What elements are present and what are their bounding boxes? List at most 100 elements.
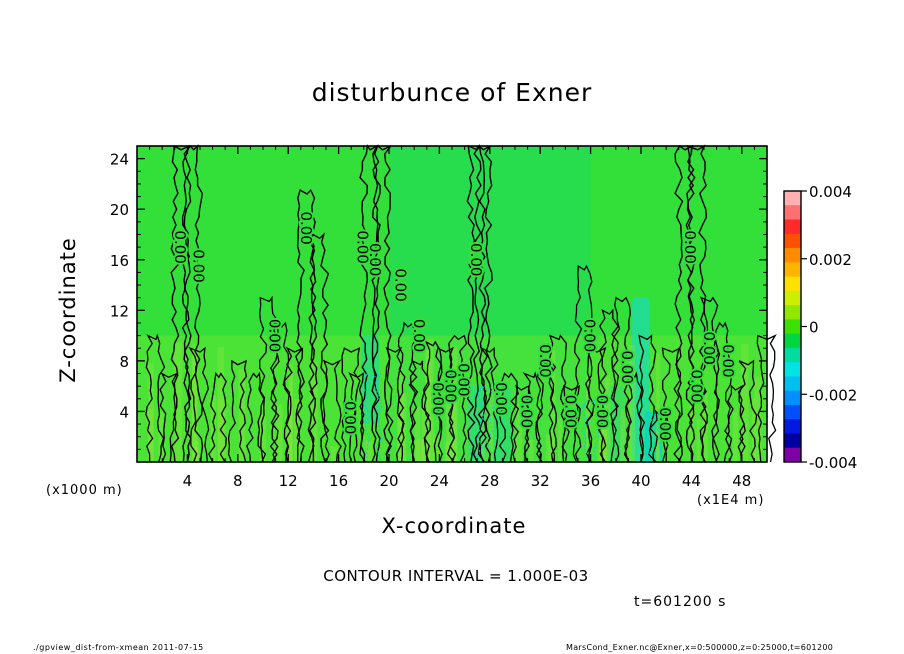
colorbar-segment bbox=[784, 319, 801, 335]
contour-line bbox=[271, 321, 292, 463]
field-streak bbox=[689, 395, 694, 462]
colorbar-tick-label: -0.004 bbox=[809, 454, 857, 472]
contour-line bbox=[227, 359, 248, 463]
field-streak bbox=[432, 435, 440, 462]
field-streak bbox=[148, 363, 154, 462]
field-streak bbox=[421, 439, 425, 462]
contour-line bbox=[183, 144, 204, 463]
y-tick-label: 12 bbox=[110, 302, 129, 320]
x-unit-label: (x1000 m) bbox=[46, 483, 123, 498]
colorbar-segment bbox=[784, 276, 801, 292]
contour-label: 0.00 bbox=[536, 344, 554, 377]
colorbar-segment bbox=[784, 447, 801, 463]
field-streak bbox=[421, 399, 426, 462]
field-streak bbox=[191, 349, 198, 462]
contour-line bbox=[296, 188, 316, 463]
negative-contour-line bbox=[475, 385, 495, 463]
contour-interval-text: CONTOUR INTERVAL = 1.000E-03 bbox=[323, 567, 589, 585]
colorbar-tick-label: 0.002 bbox=[809, 251, 852, 269]
contour-line bbox=[359, 144, 380, 463]
contour-line bbox=[498, 372, 518, 463]
contour-line bbox=[348, 372, 366, 463]
field-streak bbox=[696, 419, 700, 462]
contour-line bbox=[674, 144, 695, 463]
x-axis-label: X-coordinate bbox=[381, 514, 527, 538]
colorbar-segment bbox=[784, 347, 801, 363]
field-streak bbox=[424, 350, 431, 462]
x-tick-label: 44 bbox=[682, 472, 701, 490]
contour-label: 0.00 bbox=[391, 268, 409, 301]
contour-line bbox=[283, 346, 304, 463]
contour-line bbox=[188, 346, 210, 463]
contour-line bbox=[159, 371, 179, 463]
contour-line bbox=[472, 144, 493, 463]
field-streak bbox=[285, 415, 293, 462]
negative-contour-line bbox=[644, 410, 664, 463]
colorbar-segment bbox=[784, 419, 801, 434]
contour-line bbox=[699, 296, 720, 463]
contour-line bbox=[246, 371, 267, 463]
field-streak bbox=[288, 372, 293, 462]
contour-line bbox=[322, 359, 342, 463]
contour-line bbox=[409, 359, 430, 463]
contour-label: 0.00 bbox=[593, 395, 611, 428]
x-tick-label: 40 bbox=[631, 472, 650, 490]
contour-line bbox=[145, 333, 166, 463]
colorbar-segment bbox=[784, 248, 801, 263]
contour-line bbox=[341, 347, 361, 463]
x-tick-label: 8 bbox=[233, 472, 243, 490]
footer-right-text: MarsCond_Exner.nc@Exner,x=0:500000,z=0:2… bbox=[566, 643, 834, 652]
contour-line bbox=[447, 334, 468, 463]
colorbar-segment bbox=[784, 376, 801, 392]
x-tick-label: 12 bbox=[279, 472, 298, 490]
x-tick-label: 36 bbox=[581, 472, 600, 490]
field-streak bbox=[528, 439, 534, 462]
x-scale-label: (x1E4 m) bbox=[697, 493, 765, 508]
colorbar-segment bbox=[784, 191, 801, 206]
field-streak bbox=[192, 343, 197, 462]
field-streak bbox=[217, 398, 226, 462]
field-streak bbox=[158, 412, 163, 462]
contour-line bbox=[649, 409, 669, 463]
contour-label: 0.00 bbox=[719, 344, 737, 377]
negative-contour-line bbox=[581, 397, 600, 463]
colorbar-tick-label: 0.004 bbox=[809, 183, 852, 201]
contour-line bbox=[536, 359, 555, 463]
x-tick-label: 16 bbox=[329, 472, 348, 490]
field-streak bbox=[546, 433, 551, 462]
x-tick-label: 20 bbox=[379, 472, 398, 490]
field-streak bbox=[194, 441, 199, 462]
chart-title: disturbunce of Exner bbox=[311, 78, 593, 107]
field-streak bbox=[365, 440, 373, 462]
colorbar-segment bbox=[784, 262, 801, 278]
contour-label: 0.00 bbox=[442, 369, 460, 402]
field-streak bbox=[174, 342, 183, 462]
field-streak bbox=[210, 394, 216, 462]
contour-label: 0.00 bbox=[429, 382, 447, 415]
contour-label: 0.00 bbox=[517, 395, 535, 428]
colorbar-tick-label: -0.002 bbox=[809, 386, 857, 404]
colorbar-segment bbox=[784, 333, 801, 349]
contour-label: 0.00 bbox=[656, 407, 674, 440]
y-tick-label: 24 bbox=[110, 151, 129, 169]
contour-label: 0.00 bbox=[410, 319, 428, 352]
field-streak bbox=[426, 339, 434, 462]
field-streak bbox=[276, 404, 283, 462]
field-streak bbox=[415, 439, 424, 462]
contour-label: 0.00 bbox=[297, 211, 315, 244]
field-streak bbox=[558, 417, 562, 462]
field-streak bbox=[549, 440, 555, 462]
contour-label: 0.00 bbox=[687, 369, 705, 402]
contour-line bbox=[397, 321, 418, 463]
field-streak bbox=[733, 412, 739, 462]
field-streak bbox=[656, 430, 660, 462]
y-tick-label: 8 bbox=[119, 353, 129, 371]
x-tick-label: 28 bbox=[480, 472, 499, 490]
contour-line bbox=[638, 334, 657, 463]
colorbar-tick-label: 0 bbox=[809, 319, 819, 337]
field-streak bbox=[331, 446, 338, 462]
x-tick-label: 48 bbox=[732, 472, 751, 490]
contour-line bbox=[725, 384, 745, 463]
field-streak bbox=[604, 376, 611, 462]
